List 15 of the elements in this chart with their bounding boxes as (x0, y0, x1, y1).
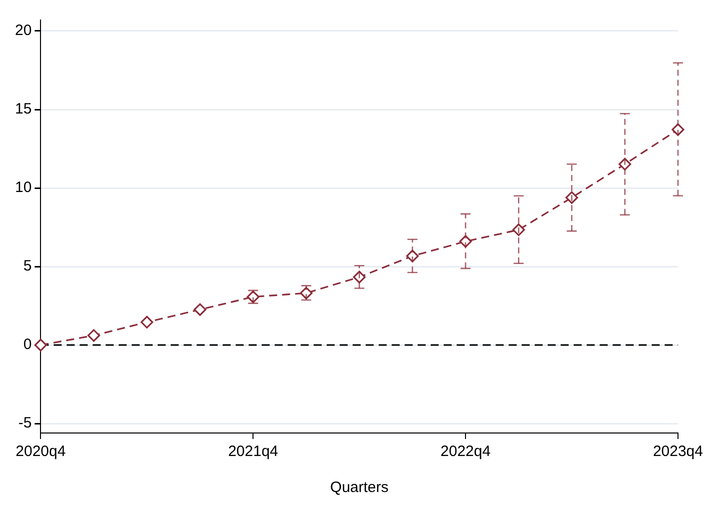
y-tick-label: 10 (14, 179, 32, 196)
y-tick-label: 0 (23, 336, 32, 354)
point (140, 316, 154, 328)
y-tick-label: 5 (23, 258, 32, 275)
y-tick-label: 20 (14, 22, 32, 40)
point (34, 338, 47, 352)
point (87, 329, 100, 342)
y-tick-label: 15 (14, 100, 32, 118)
x-tick-label: 2023q4 (652, 443, 704, 460)
x-tick-label: 2022q4 (440, 443, 491, 460)
y-tick-label: -5 (18, 414, 32, 432)
x-tick-label: 2021q4 (228, 443, 278, 460)
x-tick-label: 2020q4 (16, 443, 66, 460)
point (194, 303, 206, 316)
x-axis-title: Quarters (330, 479, 389, 496)
